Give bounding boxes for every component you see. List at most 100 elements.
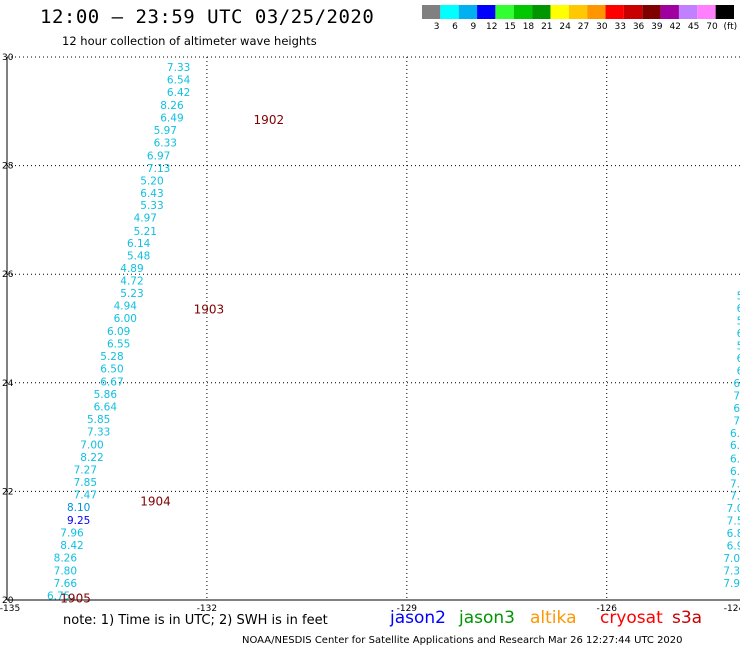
- swh-value-label: 4.97: [134, 213, 157, 225]
- color-scale-label: 30: [596, 22, 608, 32]
- swh-value-label: 7.80: [54, 566, 77, 578]
- y-tick-label: 30: [2, 53, 14, 63]
- swh-value-label: 6.92: [727, 541, 740, 553]
- swh-value-label: 7.1: [733, 415, 740, 427]
- swh-value-label: 7.95: [723, 578, 740, 590]
- color-scale-label: 36: [632, 22, 645, 32]
- swh-value-label: 5.48: [127, 251, 150, 263]
- color-swatch: [458, 5, 478, 19]
- swh-value-label: 8.26: [54, 553, 78, 565]
- series-cryosat-east: 565656.6.6.7.6.67.16.96.36.166.147.007.0…: [723, 290, 740, 590]
- swh-value-label: 6.: [737, 365, 740, 377]
- color-scale-label: 12: [486, 22, 498, 32]
- swh-value-label: 6.: [737, 353, 740, 365]
- color-swatch: [678, 5, 698, 19]
- swh-value-label: 6.97: [147, 150, 170, 162]
- color-scale-label: 18: [522, 22, 535, 32]
- swh-value-label: 6.88: [727, 528, 740, 540]
- color-swatch: [495, 5, 514, 19]
- x-tick-label: -135: [0, 604, 20, 614]
- footer-credit: NOAA/NESDIS Center for Satellite Applica…: [242, 635, 683, 646]
- swh-value-label: 7.08: [723, 553, 740, 565]
- time-label: 1902: [254, 113, 285, 127]
- satellite-jason3: jason3: [459, 608, 515, 628]
- color-swatch: [587, 5, 606, 19]
- x-tick-label: -129: [397, 604, 418, 614]
- color-scale-label: 70: [706, 22, 718, 32]
- color-scale-svg: [422, 5, 734, 19]
- color-swatch: [568, 5, 588, 19]
- satellite-s3a: s3a: [672, 608, 703, 628]
- swh-value-label: 7.09: [727, 503, 740, 515]
- swh-value-label: 6.33: [154, 137, 177, 149]
- color-scale-label: 9: [470, 22, 477, 32]
- color-scale-labels: 3 6 9 12 15 18 21 24 27 30 33 36 39 42 45 70 (ft): [422, 22, 740, 34]
- grid: [7, 56, 740, 600]
- swh-value-label: 6.3: [730, 440, 740, 452]
- color-scale-label: 6: [452, 22, 458, 32]
- swh-value-label: 5.85: [87, 414, 110, 426]
- swh-value-label: 7.96: [60, 528, 84, 540]
- swh-value-label: 8.10: [67, 502, 90, 514]
- color-scale-bar: [422, 5, 734, 19]
- swh-value-label: 7.85: [74, 477, 97, 489]
- y-tick-label: 24: [2, 379, 14, 389]
- chart-subtitle: 12 hour collection of altimeter wave hei…: [62, 34, 317, 48]
- swh-value-label: 8.22: [80, 452, 103, 464]
- swh-value-label: 6.16: [730, 453, 740, 465]
- swh-value-label: 5.33: [140, 200, 163, 212]
- swh-value-label: 5: [737, 340, 740, 352]
- time-label: 1904: [140, 495, 171, 509]
- swh-value-label: 5.23: [120, 288, 143, 300]
- y-tick-label: 20: [2, 596, 14, 606]
- swh-value-label: 5.28: [100, 351, 123, 363]
- chart-title: 12:00 – 23:59 UTC 03/25/2020: [40, 6, 375, 28]
- color-swatch: [623, 5, 643, 19]
- swh-value-label: 7.: [733, 390, 740, 402]
- swh-value-label: 7.38: [723, 566, 740, 578]
- swh-value-label: 6.64: [94, 402, 118, 414]
- swh-value-label: 7.33: [167, 62, 190, 74]
- swh-value-label: 7.03: [730, 491, 740, 503]
- swh-value-label: 7.66: [54, 578, 78, 590]
- time-label: 1903: [194, 302, 225, 316]
- color-scale-label: 39: [651, 22, 663, 32]
- satellite-altika: altika: [530, 608, 577, 628]
- time-label: 1905: [60, 591, 91, 605]
- swh-value-label: 6.42: [167, 87, 190, 99]
- swh-value-label: 8.26: [160, 100, 184, 112]
- swh-value-label: 4.94: [114, 301, 138, 313]
- color-scale-label: 24: [559, 22, 571, 32]
- swh-value-label: 5: [737, 290, 740, 302]
- swh-value-label: 4.89: [120, 263, 143, 275]
- swh-value-label: 6: [737, 328, 740, 340]
- swh-value-label: 6.43: [140, 188, 163, 200]
- swh-value-label: 6.00: [114, 313, 137, 325]
- swh-value-label: 5.21: [134, 226, 157, 238]
- y-tick-label: 28: [2, 162, 14, 172]
- swh-value-label: 5: [737, 315, 740, 327]
- color-scale-label: 3: [433, 22, 440, 32]
- swh-value-label: 6.55: [107, 339, 130, 351]
- color-swatch: [715, 5, 734, 19]
- color-scale-label: 45: [687, 22, 700, 32]
- color-swatch: [440, 5, 459, 19]
- x-tick-label: -126: [597, 604, 618, 614]
- swh-value-label: 8.42: [60, 540, 83, 552]
- satellite-cryosat: cryosat: [600, 608, 663, 628]
- color-scale-label: 33: [614, 22, 626, 32]
- y-tick-label: 22: [2, 487, 13, 497]
- color-swatch: [477, 5, 496, 19]
- swh-value-label: 7.13: [147, 163, 170, 175]
- swh-value-label: 6.54: [167, 74, 191, 86]
- color-scale-label: 15: [504, 22, 516, 32]
- color-swatch: [642, 5, 661, 19]
- swh-value-label: 5.86: [94, 389, 118, 401]
- color-scale-label: (ft): [723, 22, 738, 32]
- series-cryosat: 7.336.546.428.266.495.976.336.977.135.20…: [47, 62, 191, 603]
- x-tick-label: -132: [197, 604, 217, 614]
- swh-value-label: 5.20: [140, 175, 163, 187]
- swh-value-label: 6.: [733, 378, 740, 390]
- swh-value-label: 6.14: [730, 466, 740, 478]
